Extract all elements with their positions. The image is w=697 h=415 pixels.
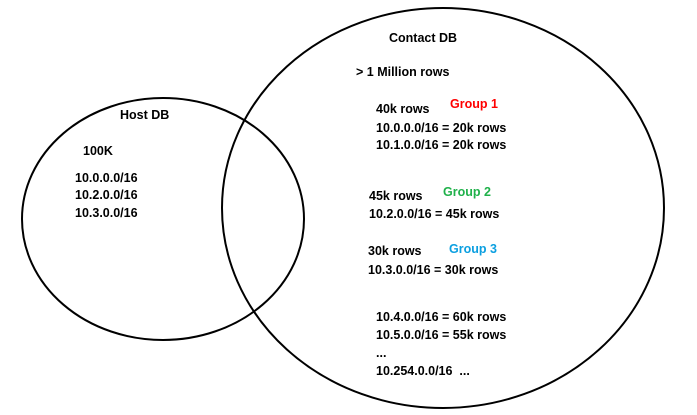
host-db-circle	[21, 97, 305, 341]
other-subnet: 10.254.0.0/16 ...	[376, 364, 470, 378]
group-2-label: Group 2	[443, 185, 491, 199]
contact-db-total: > 1 Million rows	[356, 65, 450, 79]
group-2-rows: 45k rows	[369, 189, 423, 203]
group-3-line: 10.3.0.0/16 = 30k rows	[368, 263, 499, 277]
contact-db-title: Contact DB	[389, 31, 458, 45]
other-subnet: 10.4.0.0/16 = 60k rows	[376, 310, 507, 324]
group-2-line: 10.2.0.0/16 = 45k rows	[369, 207, 500, 221]
host-subnet: 10.3.0.0/16	[75, 206, 138, 220]
group-3-label: Group 3	[449, 242, 497, 256]
group-3-rows: 30k rows	[368, 244, 422, 258]
group-1-line: 10.1.0.0/16 = 20k rows	[376, 138, 507, 152]
other-subnet: 10.5.0.0/16 = 55k rows	[376, 328, 507, 342]
group-1-label: Group 1	[450, 97, 498, 111]
contact-db-circle	[221, 7, 665, 409]
group-1-line: 10.0.0.0/16 = 20k rows	[376, 121, 507, 135]
host-subnet: 10.2.0.0/16	[75, 188, 138, 202]
host-db-count: 100K	[83, 144, 113, 158]
host-subnet: 10.0.0.0/16	[75, 171, 138, 185]
other-ellipsis: ...	[376, 346, 387, 360]
group-1-rows: 40k rows	[376, 102, 430, 116]
host-db-title: Host DB	[120, 108, 170, 122]
